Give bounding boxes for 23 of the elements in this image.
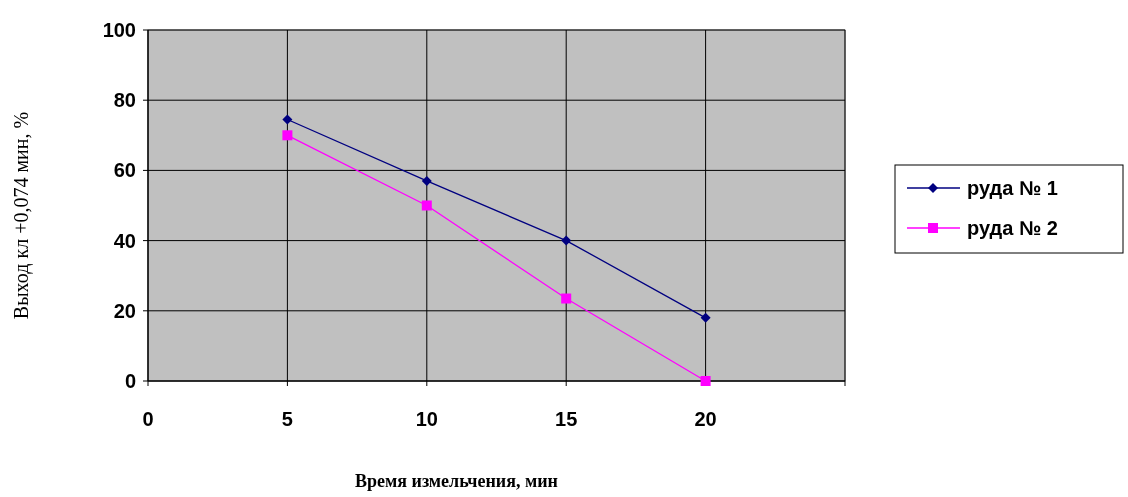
x-tick-label: 5 [281,408,293,430]
point [561,235,572,246]
y-tick-label: 0 [124,370,136,392]
y-tick-label: 60 [113,159,136,182]
x-tick-label: 15 [555,408,578,430]
point [282,114,293,125]
x-tick-label: 20 [694,408,717,430]
y-tick-label: 80 [113,89,136,112]
x-tick-label: 0 [142,408,154,430]
x-axis-title: Время измельчения, мин [355,471,558,491]
x-tick-label: 10 [415,408,438,430]
point [700,312,711,323]
y-tick-label: 40 [113,229,136,252]
y-tick-label: 20 [113,299,136,322]
legend-label: руда № 2 [967,217,1058,239]
legend-label: руда № 1 [967,177,1058,199]
point [421,200,432,211]
point [421,175,432,186]
y-axis-title: Выход кл +0,074 мин, % [10,111,33,320]
point [700,376,711,386]
point [561,293,572,304]
point [282,130,293,141]
y-tick-label: 100 [102,19,136,41]
